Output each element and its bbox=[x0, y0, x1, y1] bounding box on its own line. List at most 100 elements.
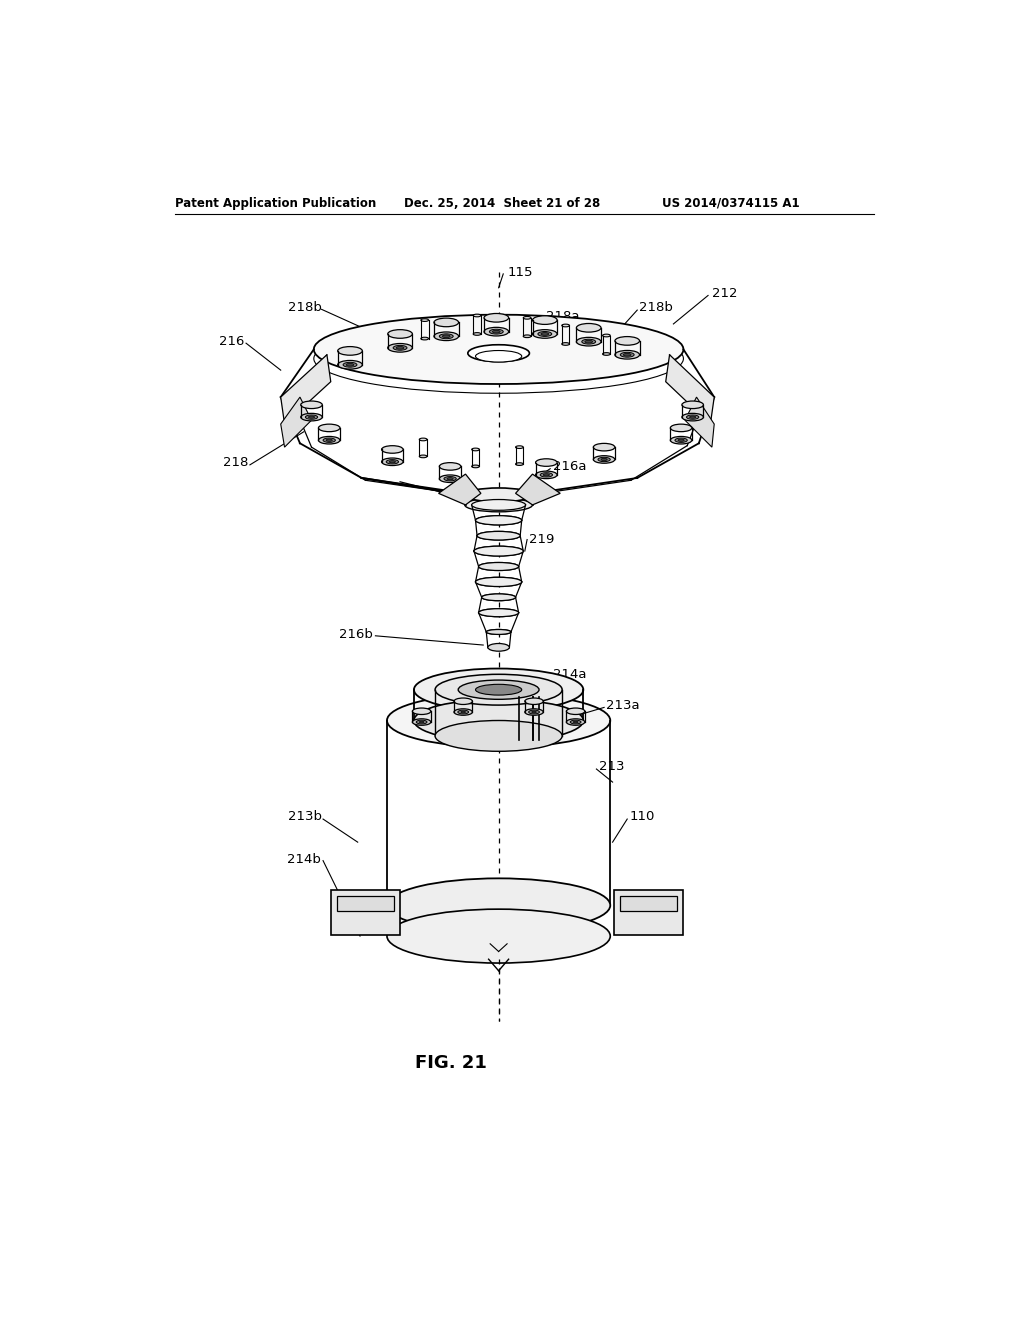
Ellipse shape bbox=[308, 416, 314, 418]
Text: 216b: 216b bbox=[339, 628, 373, 640]
Ellipse shape bbox=[624, 354, 631, 356]
Ellipse shape bbox=[474, 546, 523, 556]
Ellipse shape bbox=[562, 325, 569, 327]
Ellipse shape bbox=[481, 594, 515, 601]
Ellipse shape bbox=[621, 352, 634, 358]
Ellipse shape bbox=[472, 447, 479, 451]
Polygon shape bbox=[666, 355, 714, 424]
Ellipse shape bbox=[414, 700, 584, 742]
Ellipse shape bbox=[382, 446, 403, 453]
Ellipse shape bbox=[419, 438, 427, 441]
Ellipse shape bbox=[454, 709, 472, 715]
Ellipse shape bbox=[323, 438, 336, 442]
Ellipse shape bbox=[475, 516, 521, 525]
Ellipse shape bbox=[601, 458, 607, 461]
Ellipse shape bbox=[454, 698, 472, 705]
Ellipse shape bbox=[523, 335, 531, 338]
Text: 213b: 213b bbox=[288, 810, 322, 824]
Ellipse shape bbox=[419, 455, 427, 458]
Ellipse shape bbox=[671, 437, 692, 444]
Polygon shape bbox=[281, 397, 311, 447]
Ellipse shape bbox=[472, 465, 479, 467]
Ellipse shape bbox=[478, 609, 518, 616]
Ellipse shape bbox=[338, 360, 362, 370]
Ellipse shape bbox=[484, 327, 509, 337]
Ellipse shape bbox=[474, 546, 523, 556]
Ellipse shape bbox=[461, 711, 466, 713]
Text: 212: 212 bbox=[712, 286, 737, 300]
Ellipse shape bbox=[478, 562, 518, 570]
Ellipse shape bbox=[541, 473, 553, 477]
Ellipse shape bbox=[389, 461, 395, 463]
Ellipse shape bbox=[435, 675, 562, 705]
Ellipse shape bbox=[531, 711, 537, 713]
Text: 213a: 213a bbox=[606, 698, 640, 711]
Ellipse shape bbox=[475, 516, 521, 525]
Ellipse shape bbox=[473, 314, 481, 317]
Text: 214a: 214a bbox=[553, 668, 586, 681]
Ellipse shape bbox=[582, 339, 596, 345]
Polygon shape bbox=[515, 474, 560, 506]
Ellipse shape bbox=[598, 457, 610, 462]
Bar bbox=[331, 890, 400, 935]
Ellipse shape bbox=[346, 363, 354, 366]
Ellipse shape bbox=[577, 323, 601, 333]
Ellipse shape bbox=[593, 444, 614, 451]
Ellipse shape bbox=[593, 455, 614, 463]
Text: 110: 110 bbox=[630, 810, 655, 824]
Polygon shape bbox=[281, 355, 331, 424]
Ellipse shape bbox=[387, 693, 610, 747]
Ellipse shape bbox=[585, 341, 593, 343]
Ellipse shape bbox=[487, 645, 509, 649]
Ellipse shape bbox=[686, 414, 698, 420]
Ellipse shape bbox=[468, 345, 529, 362]
Ellipse shape bbox=[458, 680, 539, 700]
Text: 213: 213 bbox=[599, 760, 625, 774]
Ellipse shape bbox=[487, 644, 509, 651]
Ellipse shape bbox=[414, 668, 584, 711]
Ellipse shape bbox=[489, 329, 503, 334]
Ellipse shape bbox=[475, 684, 521, 696]
Text: 218b: 218b bbox=[288, 301, 322, 314]
Text: Patent Application Publication: Patent Application Publication bbox=[175, 197, 377, 210]
Ellipse shape bbox=[477, 532, 520, 540]
Ellipse shape bbox=[484, 313, 509, 322]
Text: FIG. 21: FIG. 21 bbox=[416, 1055, 487, 1072]
Ellipse shape bbox=[472, 499, 525, 511]
Text: 216: 216 bbox=[219, 335, 245, 348]
Ellipse shape bbox=[602, 352, 610, 355]
Ellipse shape bbox=[481, 594, 515, 601]
Ellipse shape bbox=[388, 330, 413, 338]
Text: 216a: 216a bbox=[553, 459, 586, 473]
Ellipse shape bbox=[524, 698, 544, 705]
Ellipse shape bbox=[318, 437, 340, 444]
Ellipse shape bbox=[675, 438, 687, 442]
Text: Dec. 25, 2014  Sheet 21 of 28: Dec. 25, 2014 Sheet 21 of 28 bbox=[403, 197, 600, 210]
Ellipse shape bbox=[473, 333, 481, 335]
Ellipse shape bbox=[541, 333, 549, 335]
Ellipse shape bbox=[326, 440, 333, 441]
Ellipse shape bbox=[682, 401, 703, 409]
Polygon shape bbox=[685, 397, 714, 447]
Ellipse shape bbox=[477, 532, 520, 540]
Ellipse shape bbox=[577, 338, 601, 346]
Ellipse shape bbox=[478, 562, 518, 570]
Ellipse shape bbox=[435, 721, 562, 751]
Polygon shape bbox=[438, 474, 481, 506]
Ellipse shape bbox=[413, 719, 431, 725]
Ellipse shape bbox=[566, 719, 585, 725]
Ellipse shape bbox=[689, 416, 695, 418]
Ellipse shape bbox=[475, 577, 521, 586]
Ellipse shape bbox=[465, 488, 532, 502]
Ellipse shape bbox=[682, 413, 703, 421]
Ellipse shape bbox=[671, 424, 692, 432]
Ellipse shape bbox=[447, 478, 454, 479]
Ellipse shape bbox=[532, 315, 557, 325]
Ellipse shape bbox=[536, 459, 557, 466]
Ellipse shape bbox=[478, 609, 518, 616]
Ellipse shape bbox=[573, 721, 578, 723]
Ellipse shape bbox=[393, 346, 407, 350]
Ellipse shape bbox=[538, 331, 552, 337]
Ellipse shape bbox=[419, 721, 424, 723]
Ellipse shape bbox=[301, 401, 323, 409]
